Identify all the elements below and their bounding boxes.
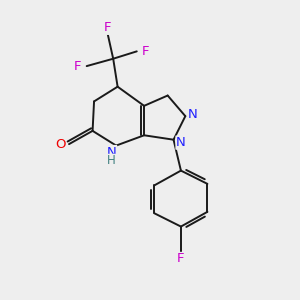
Text: N: N [176, 136, 186, 149]
Text: F: F [74, 60, 82, 73]
Text: F: F [103, 21, 111, 34]
Text: N: N [107, 146, 117, 159]
Text: H: H [107, 154, 116, 167]
Text: F: F [177, 252, 185, 266]
Text: N: N [188, 108, 198, 121]
Text: O: O [55, 138, 65, 151]
Text: F: F [142, 45, 149, 58]
